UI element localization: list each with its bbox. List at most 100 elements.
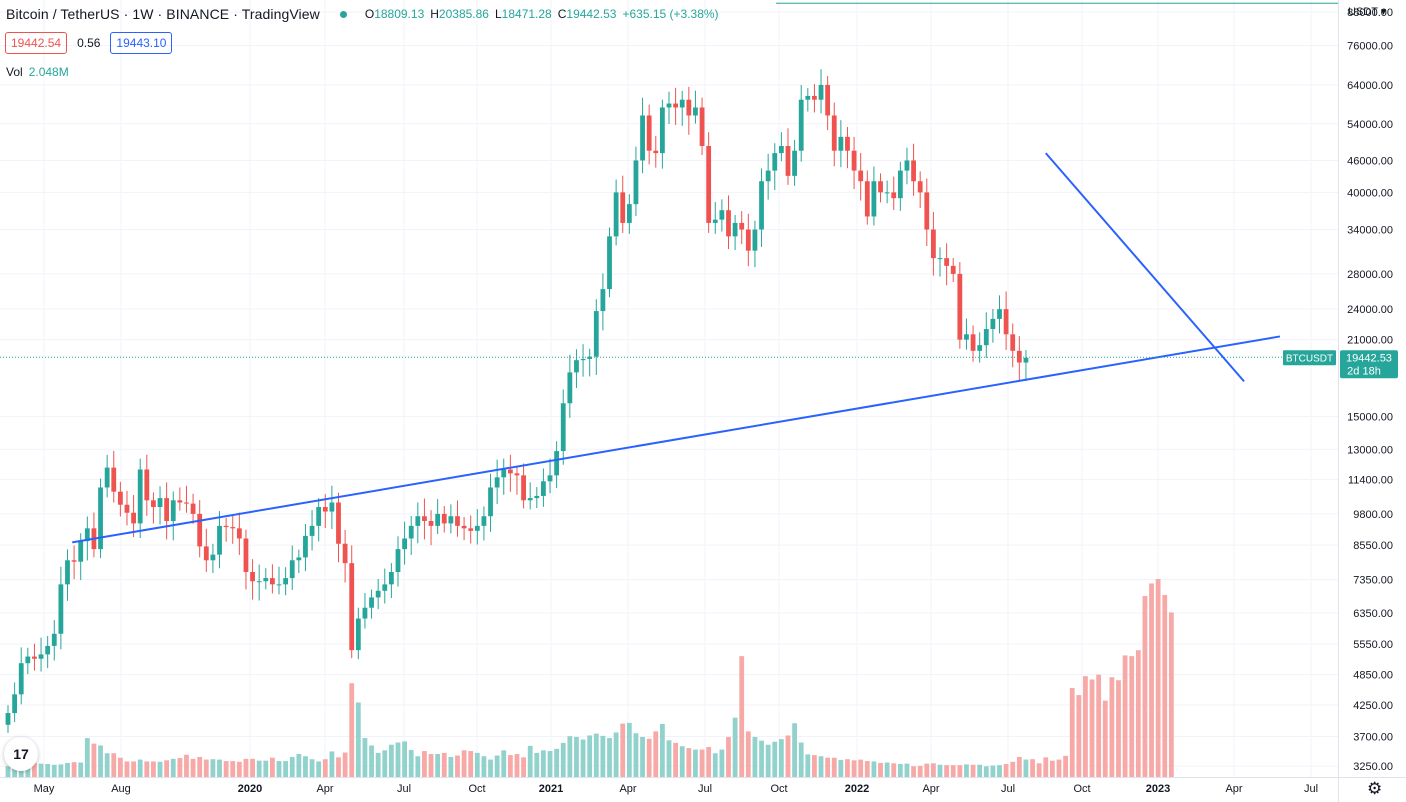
volume-bar <box>455 755 460 777</box>
trendline-2 <box>1045 152 1245 383</box>
candles <box>5 69 1029 733</box>
candle-body <box>422 516 427 521</box>
volume-bar <box>970 764 976 777</box>
volume-bar <box>84 738 90 777</box>
candle-body <box>415 516 421 526</box>
candle-body <box>124 504 130 513</box>
volume-bar <box>600 735 606 777</box>
price-tick-label: 76000.00 <box>1347 41 1393 53</box>
candle-body <box>455 516 460 526</box>
volume-bar <box>580 739 586 777</box>
volume-bar <box>98 745 103 777</box>
symbol-tag-bg <box>1283 350 1336 366</box>
candle-body <box>977 345 983 351</box>
volume-bar <box>395 742 401 777</box>
volume-bar <box>1135 650 1141 777</box>
volume-bar <box>626 722 632 777</box>
volume-bar <box>534 752 540 777</box>
volume-bar <box>693 749 698 777</box>
volume-bar <box>355 702 361 777</box>
candle-body <box>349 563 355 651</box>
ohlc-close: 19442.53 <box>566 7 617 21</box>
price-tick-label: 34000.00 <box>1347 225 1393 237</box>
candle-body <box>12 694 18 714</box>
candle-body <box>653 150 659 154</box>
candle-body <box>217 525 222 555</box>
price-tick-label: 5550.00 <box>1353 639 1393 651</box>
candle-body <box>679 99 685 108</box>
candle-body <box>534 495 540 499</box>
candle-body <box>375 590 381 598</box>
volume-bar <box>289 756 295 777</box>
candle-body <box>408 525 414 539</box>
candle-body <box>448 516 454 524</box>
candle-body <box>640 115 645 161</box>
spread-value: 0.56 <box>77 36 101 50</box>
volume-bars <box>5 579 1174 777</box>
volume-bar <box>805 754 811 777</box>
candle-body <box>1016 350 1022 363</box>
volume-bar <box>706 746 712 777</box>
candle-body <box>144 469 150 501</box>
candle-body <box>461 525 467 529</box>
symbol-title[interactable]: Bitcoin / TetherUS · 1W · BINANCE · Trad… <box>6 6 320 22</box>
candle-body <box>131 512 136 524</box>
price-tick-label: 88000.00 <box>1347 7 1393 19</box>
volume-bar <box>124 761 130 777</box>
candle-body <box>732 222 738 237</box>
sell-button[interactable]: 19442.54 <box>5 32 68 54</box>
volume-bar <box>382 750 388 777</box>
price-tick-label: 54000.00 <box>1347 119 1393 131</box>
candle-body <box>574 360 579 373</box>
candle-body <box>45 645 51 655</box>
price-tick-label: 13000.00 <box>1347 444 1393 456</box>
volume-bar <box>144 761 150 777</box>
currency-selector[interactable]: USDT ▾ <box>1348 6 1387 18</box>
volume-bar <box>1096 674 1102 777</box>
time-tick-label: May <box>34 783 55 795</box>
time-tick-label: Oct <box>468 783 485 795</box>
candle-body <box>897 170 903 199</box>
candle-body <box>309 525 315 536</box>
price-tick-label: 64000.00 <box>1347 80 1393 92</box>
volume-bar <box>527 745 533 777</box>
volume-bar <box>831 757 837 777</box>
tradingview-logo[interactable]: 17 <box>4 737 38 771</box>
candle-body <box>600 289 606 312</box>
volume-bar <box>151 761 156 777</box>
candle-body <box>825 84 831 116</box>
volume-bar <box>864 761 870 777</box>
volume-bar <box>435 754 441 777</box>
candle-body <box>759 181 764 230</box>
ohlc-values: O18809.13 H20385.86 L18471.28 C19442.53 … <box>364 7 719 21</box>
volume-bar <box>408 749 414 777</box>
volume-bar <box>131 761 136 777</box>
volume-bar <box>931 763 936 777</box>
volume-bar <box>620 723 626 777</box>
candle-body <box>177 500 183 503</box>
volume-bar <box>38 763 44 777</box>
volume-bar <box>917 765 923 777</box>
volume-bar <box>732 717 738 777</box>
trade-buttons: 19442.54 0.56 19443.10 <box>5 32 173 54</box>
candle-body <box>111 467 117 492</box>
volume-bar <box>937 764 943 777</box>
price-tick-label: 15000.00 <box>1347 412 1393 424</box>
volume-bar <box>236 761 242 777</box>
buy-button[interactable]: 19443.10 <box>110 32 173 54</box>
time-tick-label: 2023 <box>1146 783 1170 795</box>
volume-bar <box>137 759 143 777</box>
candle-body <box>276 584 282 586</box>
candle-body <box>646 115 652 151</box>
gear-icon[interactable]: ⚙ <box>1367 779 1383 798</box>
volume-bar <box>541 750 546 777</box>
candle-body <box>712 219 718 223</box>
volume-bar <box>640 736 645 777</box>
volume-bar <box>607 738 612 777</box>
candle-body <box>289 560 295 579</box>
candle-body <box>752 229 758 251</box>
volume-bar <box>1016 756 1022 777</box>
volume-bar <box>184 754 189 777</box>
